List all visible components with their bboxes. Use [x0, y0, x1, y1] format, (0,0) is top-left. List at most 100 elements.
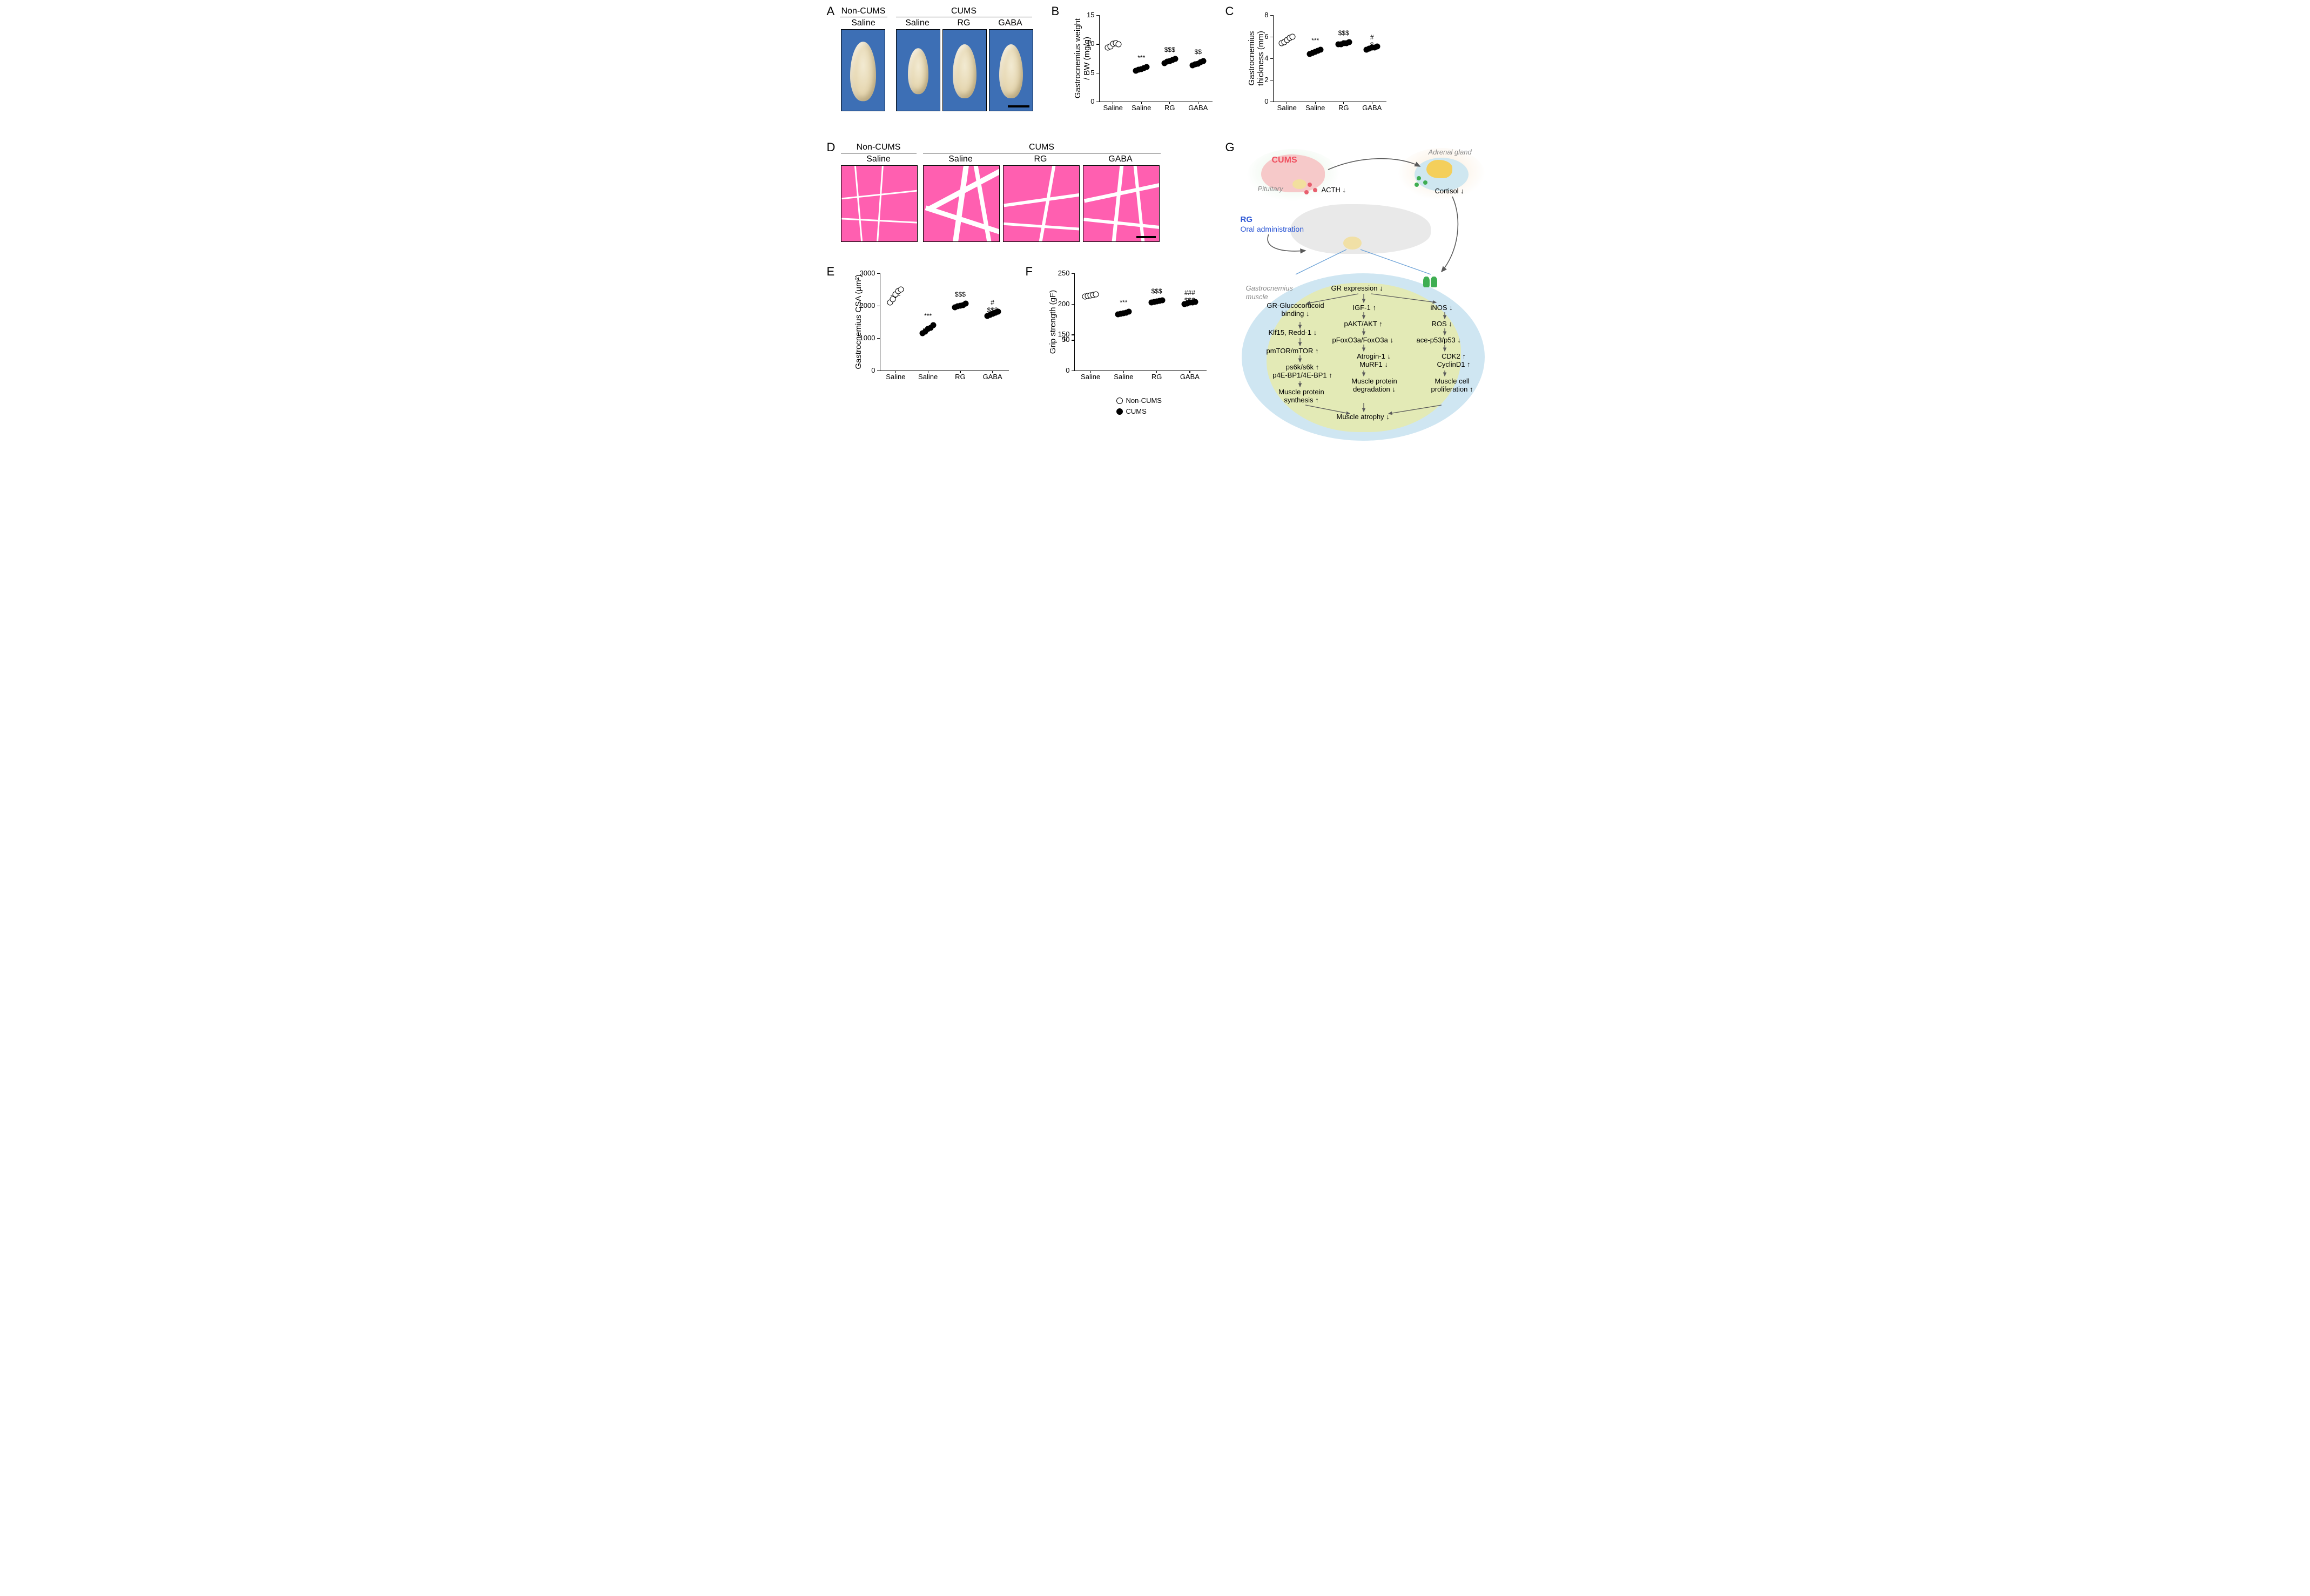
panel-label-g: G [1225, 140, 1235, 154]
y-tick [1096, 15, 1099, 16]
histo-cums-saline [923, 165, 1000, 242]
x-tick [1123, 371, 1124, 373]
data-point [962, 301, 968, 307]
significance-label: $$ [1195, 48, 1202, 56]
category-label: RG [1330, 104, 1358, 112]
significance-label: $$$ [1338, 29, 1349, 37]
panelD-head-noncums: Non-CUMS [841, 143, 917, 153]
significance-label: *** [1120, 299, 1127, 306]
data-point [1172, 56, 1178, 62]
chart-f: 050150200250≈Grip strength (gF)SalineSal… [1040, 269, 1210, 382]
category-label: Saline [1107, 373, 1140, 381]
legend-text-open: Non-CUMS [1126, 396, 1162, 405]
legend-marker-filled [1116, 408, 1123, 415]
panel-label-b: B [1052, 4, 1060, 18]
y-tick [1270, 15, 1273, 16]
panelD-sub-rg: RG [1003, 154, 1079, 164]
x-tick [1090, 371, 1091, 373]
y-tick [1270, 58, 1273, 59]
data-point [1115, 42, 1121, 48]
schematic-g: CUMS Pituitary ACTH ↓ Adrenal gland Cort… [1236, 145, 1490, 458]
panel-label-e: E [827, 265, 835, 279]
category-label: GABA [976, 373, 1009, 381]
data-point [1318, 47, 1324, 53]
data-point [1289, 34, 1295, 40]
panelA-scalebar [1008, 105, 1029, 107]
category-label: Saline [1301, 104, 1330, 112]
y-tick [1072, 273, 1074, 274]
panelA-sub-saline1: Saline [840, 18, 887, 28]
photo-cums-gaba [989, 29, 1033, 111]
chart-e: 0100020003000Gastrocnemius CSA (µm²)Sali… [842, 269, 1012, 382]
data-point [898, 287, 904, 293]
significance-label: $$$ [955, 291, 966, 298]
category-label: Saline [1273, 104, 1302, 112]
y-tick [877, 273, 880, 274]
significance-label: $$$ [1164, 46, 1175, 53]
x-tick [1169, 102, 1170, 104]
significance-label: $$$ [1151, 287, 1162, 295]
panel-label-f: F [1026, 265, 1033, 279]
histo-cums-gaba [1083, 165, 1160, 242]
panelA-sub-saline2: Saline [896, 18, 939, 28]
significance-label: #$$$ [987, 299, 998, 314]
category-label: RG [1156, 104, 1184, 112]
y-axis [1074, 273, 1075, 371]
panelD-sub-gaba: GABA [1083, 154, 1159, 164]
x-tick [992, 371, 993, 373]
data-point [1346, 39, 1352, 45]
legend-marker-open [1116, 398, 1123, 404]
x-tick [1189, 371, 1190, 373]
panelA-sub-rg: RG [942, 18, 986, 28]
y-tick [1072, 304, 1074, 305]
y-axis [1099, 15, 1100, 102]
category-label: RG [944, 373, 976, 381]
y-axis-label: Gastrocnemius weight/ BW (mg/g) [1073, 15, 1092, 102]
data-point [1093, 291, 1099, 297]
category-label: Saline [912, 373, 944, 381]
significance-label: *** [1311, 37, 1319, 44]
figure-root: A Non-CUMS CUMS Saline Saline RG GABA B … [815, 0, 1496, 470]
schematic-top-arrows [1236, 145, 1490, 269]
category-label: GABA [1173, 373, 1206, 381]
histo-cums-rg [1003, 165, 1080, 242]
photo-cums-rg [942, 29, 987, 111]
y-axis-label: Grip strength (gF) [1048, 273, 1058, 371]
significance-label: *** [1137, 54, 1145, 62]
category-label: Saline [880, 373, 912, 381]
data-point [1159, 297, 1165, 303]
significance-label: #$ [1370, 33, 1374, 49]
x-tick [1343, 102, 1344, 104]
y-axis-label: Gastrocnemius thickness (mm) [1247, 15, 1265, 102]
category-label: Saline [1127, 104, 1156, 112]
y-tick [1072, 334, 1074, 335]
photo-cums-saline [896, 29, 940, 111]
category-label: RG [1140, 373, 1173, 381]
panelA-sub-gaba: GABA [989, 18, 1032, 28]
data-point [931, 322, 937, 328]
panelD-sub-saline1: Saline [841, 154, 917, 164]
data-point [1375, 44, 1380, 50]
y-tick [877, 338, 880, 339]
x-tick [1141, 102, 1142, 104]
significance-label: *** [924, 312, 932, 320]
x-tick [895, 371, 896, 373]
y-axis [1273, 15, 1274, 102]
panel-label-c: C [1225, 4, 1234, 18]
chart-b: 051015Gastrocnemius weight/ BW (mg/g)Sal… [1065, 11, 1216, 113]
significance-label: ###$$$ [1184, 289, 1195, 304]
histo-noncums [841, 165, 918, 242]
x-tick [1156, 371, 1157, 373]
panel-label-a: A [827, 4, 835, 18]
axis-break-icon: ≈ [1060, 336, 1071, 341]
schematic-col-arrows [1236, 280, 1490, 442]
category-label: GABA [1184, 104, 1213, 112]
panelA-head-cums: CUMS [896, 6, 1032, 17]
data-point [1144, 64, 1150, 70]
panelD-head-cums: CUMS [923, 143, 1161, 153]
panel-label-d: D [827, 140, 836, 154]
photo-noncums-saline [841, 29, 885, 111]
x-tick [1315, 102, 1316, 104]
data-point [1126, 309, 1132, 315]
panelD-scalebar [1136, 236, 1156, 238]
